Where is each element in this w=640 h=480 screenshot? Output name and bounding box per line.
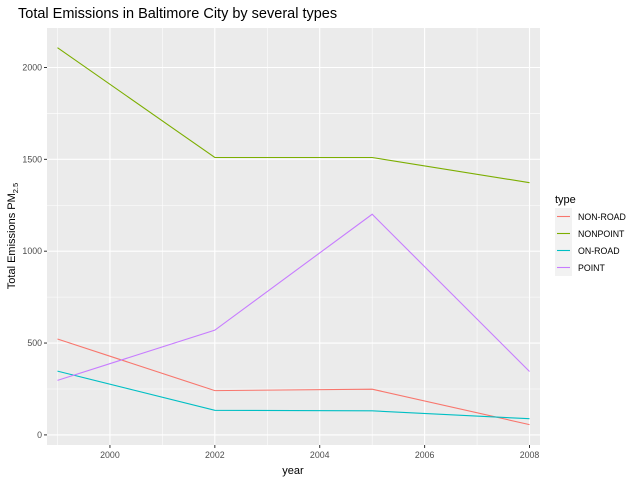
y-tick-label: 1500	[22, 154, 42, 164]
legend: type NON-ROAD NONPOINT ON-ROAD POINT	[555, 194, 626, 276]
legend-label: POINT	[578, 263, 606, 273]
legend-label: NON-ROAD	[578, 212, 626, 222]
legend-item-on-road: ON-ROAD	[555, 242, 620, 259]
series-line-nonpoint	[57, 47, 530, 184]
y-tick-label: 1000	[22, 246, 42, 256]
y-axis-title: Total Emissions PM2.5	[6, 183, 20, 289]
y-axis-title-subscript: 2.5	[11, 183, 20, 193]
legend-label: NONPOINT	[578, 229, 625, 239]
x-tick-label: 2002	[205, 450, 225, 460]
chart-title: Total Emissions in Baltimore City by sev…	[18, 6, 337, 22]
y-axis-title-main: Total Emissions PM	[6, 193, 18, 289]
x-tick-label: 2004	[310, 450, 330, 460]
x-axis: 2000 2002 2004 2006 2008	[100, 445, 539, 460]
series-line-on-road	[57, 370, 530, 420]
legend-item-non-road: NON-ROAD	[555, 208, 626, 225]
plot-panel	[47, 28, 540, 445]
y-tick-label: 500	[27, 338, 42, 348]
legend-title: type	[555, 194, 576, 206]
legend-items: NON-ROAD NONPOINT ON-ROAD POINT	[555, 208, 626, 276]
series-line-point	[57, 213, 530, 381]
legend-label: ON-ROAD	[578, 246, 620, 256]
x-tick-label: 2006	[415, 450, 435, 460]
series-lines	[57, 47, 530, 426]
x-tick-label: 2008	[520, 450, 540, 460]
x-axis-title: year	[282, 465, 304, 477]
x-tick-label: 2000	[100, 450, 120, 460]
series-line-non-road	[57, 338, 530, 426]
y-axis: 0 500 1000 1500 2000	[22, 62, 47, 440]
legend-item-nonpoint: NONPOINT	[555, 225, 625, 242]
y-tick-label: 0	[37, 430, 42, 440]
y-tick-label: 2000	[22, 62, 42, 72]
legend-item-point: POINT	[555, 259, 606, 276]
major-gridlines	[47, 28, 540, 445]
